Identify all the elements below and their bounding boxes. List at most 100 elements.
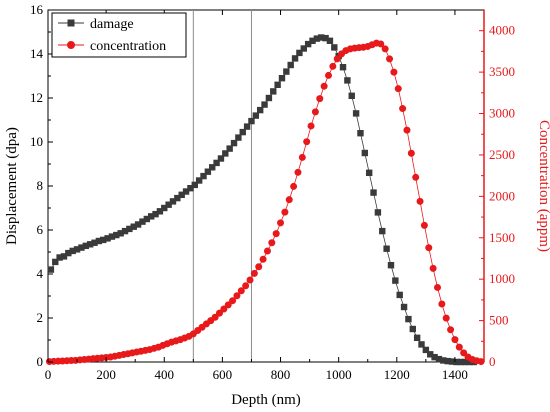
data-point	[134, 221, 142, 228]
y-tick-label: 16	[30, 2, 44, 17]
data-point	[403, 126, 411, 134]
data-point	[383, 245, 390, 252]
data-point	[448, 358, 456, 365]
data-point	[300, 45, 307, 52]
data-series	[45, 34, 485, 366]
x-tick-label: 600	[213, 367, 233, 382]
x-tick-label: 1000	[326, 367, 352, 382]
y2-tick-label: 1500	[489, 230, 515, 245]
data-point	[56, 254, 63, 261]
data-point	[457, 358, 464, 366]
y-tick-label: 6	[37, 222, 44, 237]
data-point	[73, 246, 81, 253]
data-point	[287, 61, 294, 69]
x-tick-label: 0	[45, 367, 52, 382]
data-point	[213, 159, 220, 167]
x-tick-label: 800	[271, 367, 291, 382]
data-point	[152, 210, 159, 218]
data-point	[252, 112, 260, 119]
data-point	[407, 149, 415, 157]
data-point	[126, 225, 133, 233]
data-point	[233, 292, 241, 300]
data-point	[121, 227, 129, 235]
y-tick-label: 14	[30, 46, 44, 61]
data-point	[307, 122, 315, 130]
data-point	[243, 123, 251, 130]
data-point	[255, 263, 263, 271]
y-tick-label: 8	[37, 178, 44, 193]
data-point	[47, 266, 55, 273]
data-point	[113, 231, 120, 239]
data-point	[333, 55, 341, 63]
y2-tick-label: 0	[489, 354, 496, 369]
data-point	[429, 264, 437, 272]
data-point	[215, 309, 223, 317]
y2-axis-title: Concentration (appm)	[536, 120, 550, 252]
data-point	[357, 130, 364, 137]
data-point	[405, 315, 412, 323]
data-point	[412, 173, 420, 181]
y-tick-label: 10	[30, 134, 43, 149]
data-point	[418, 341, 425, 348]
data-point	[303, 138, 311, 146]
data-point	[386, 55, 394, 63]
data-point	[52, 258, 59, 266]
data-point	[322, 34, 329, 42]
data-point	[256, 106, 264, 114]
data-point	[324, 71, 332, 79]
data-point	[169, 198, 177, 205]
data-point	[104, 235, 111, 242]
legend-marker	[67, 19, 75, 27]
data-point	[285, 196, 293, 204]
data-point	[379, 227, 386, 235]
data-point	[291, 55, 299, 62]
data-point	[344, 77, 351, 84]
data-point	[278, 75, 286, 82]
data-point	[86, 241, 94, 248]
data-point	[261, 101, 268, 108]
x-axis-title: Depth (nm)	[231, 392, 301, 408]
data-point	[224, 301, 232, 309]
data-point	[453, 358, 460, 366]
data-point	[239, 128, 246, 136]
data-point	[277, 219, 285, 227]
data-point	[165, 201, 172, 208]
data-point	[425, 244, 433, 252]
data-point	[69, 247, 76, 255]
y2-tick-label: 2500	[489, 147, 515, 162]
data-point	[78, 244, 85, 251]
data-point	[100, 236, 107, 244]
data-point	[82, 242, 89, 250]
data-point	[220, 305, 228, 313]
x-tick-label: 1200	[384, 367, 410, 382]
data-point	[444, 357, 451, 365]
data-point	[117, 230, 124, 237]
data-point	[313, 35, 321, 42]
legend: damage concentration	[51, 12, 187, 58]
data-point	[329, 62, 337, 70]
data-point	[298, 153, 306, 161]
data-point	[147, 213, 155, 220]
data-point	[466, 358, 473, 366]
data-point	[211, 313, 219, 321]
data-point	[263, 247, 271, 255]
data-point	[296, 49, 303, 57]
data-point	[440, 357, 447, 364]
data-point	[270, 88, 277, 95]
y2-tick-label: 1000	[489, 271, 515, 286]
y-tick-label: 4	[37, 266, 44, 281]
data-point	[230, 139, 238, 147]
data-point	[217, 155, 225, 162]
data-point	[108, 233, 116, 240]
data-point	[392, 277, 399, 284]
data-point	[409, 325, 416, 333]
legend-label: damage	[90, 17, 134, 32]
data-point	[396, 291, 403, 299]
data-point	[438, 300, 446, 308]
data-point	[461, 358, 469, 366]
data-point	[95, 237, 103, 245]
data-point	[222, 150, 229, 157]
series-damage	[47, 34, 478, 366]
data-point	[229, 297, 237, 305]
data-point	[416, 197, 424, 205]
